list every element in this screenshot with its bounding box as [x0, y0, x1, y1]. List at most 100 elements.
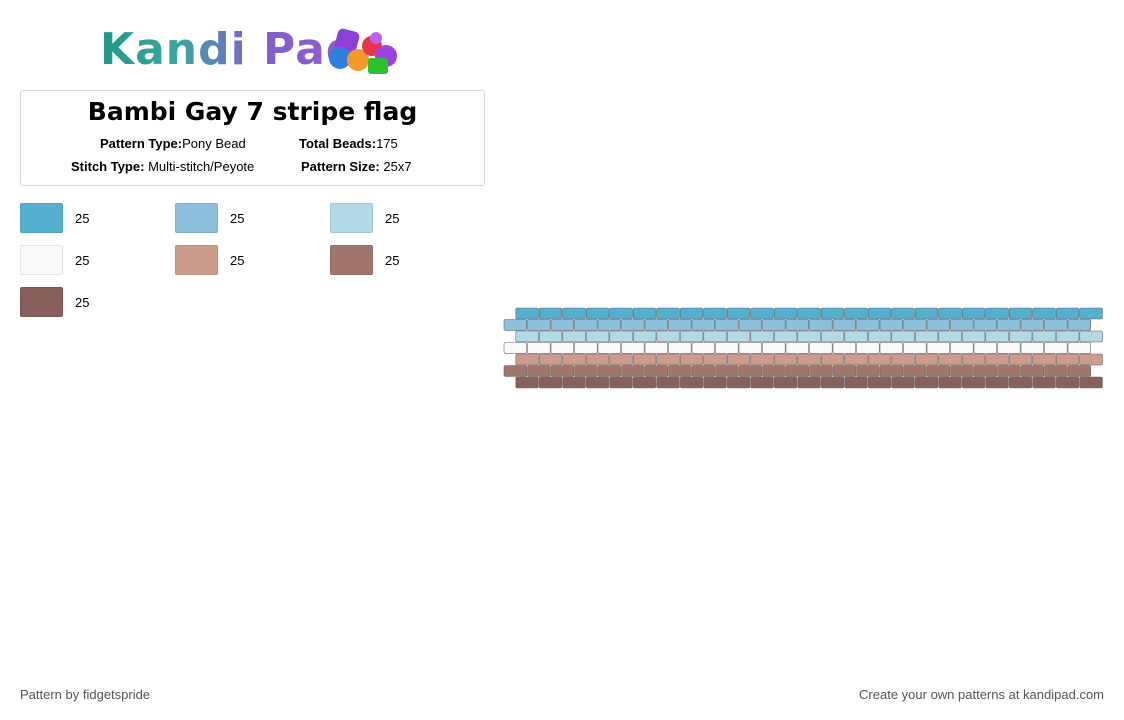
- bead: [621, 342, 645, 354]
- bead: [950, 319, 974, 331]
- bead: [1008, 376, 1033, 389]
- bead: [703, 307, 727, 320]
- bead: [703, 376, 727, 389]
- bead: [632, 307, 657, 320]
- bead: [632, 353, 657, 366]
- bead: [1020, 342, 1045, 354]
- bead: [515, 353, 539, 366]
- bead: [985, 307, 1009, 320]
- bead: [879, 365, 904, 377]
- bead: [879, 342, 904, 354]
- bead: [597, 365, 622, 377]
- bead: [809, 365, 833, 377]
- pattern-type-label: Pattern Type:: [100, 136, 183, 151]
- bead: [738, 365, 763, 377]
- bead: [585, 376, 610, 389]
- bead: [1044, 342, 1068, 354]
- color-count: 25: [230, 211, 245, 226]
- bead: [562, 353, 586, 366]
- bead: [632, 330, 657, 343]
- create-patterns-link[interactable]: Create your own patterns at kandipad.com: [859, 687, 1104, 702]
- bead: [609, 353, 633, 366]
- bead: [820, 353, 845, 366]
- bead: [762, 319, 786, 331]
- bead: [903, 342, 927, 354]
- color-legend-item: 25: [330, 245, 450, 277]
- bead: [609, 376, 633, 389]
- bead: [750, 307, 774, 320]
- bead: [867, 376, 892, 389]
- bead: [797, 307, 821, 320]
- bead: [1079, 376, 1103, 389]
- bead: [762, 365, 786, 377]
- logo-wordmark: Kandi Pad: [100, 24, 359, 75]
- bead: [773, 353, 798, 366]
- bead: [738, 319, 763, 331]
- bead: [938, 307, 962, 320]
- bead: [585, 353, 610, 366]
- bead: [891, 330, 915, 343]
- bead: [574, 342, 598, 354]
- bead: [1008, 330, 1033, 343]
- bead: [726, 330, 751, 343]
- bead: [844, 353, 868, 366]
- bead: [926, 365, 951, 377]
- bead: [574, 319, 598, 331]
- bead: [1067, 365, 1092, 377]
- bead: [726, 353, 751, 366]
- bead: [1008, 307, 1033, 320]
- bead: [985, 353, 1009, 366]
- bead: [679, 307, 704, 320]
- bead: [668, 342, 692, 354]
- bead: [1020, 319, 1045, 331]
- bead: [938, 353, 962, 366]
- bead: [691, 342, 716, 354]
- bead: [1032, 376, 1056, 389]
- color-count: 25: [75, 295, 90, 310]
- bead: [926, 342, 951, 354]
- bead: [985, 376, 1009, 389]
- bead: [797, 330, 821, 343]
- color-count: 25: [230, 253, 245, 268]
- color-legend-item: 25: [175, 245, 295, 277]
- bead: [973, 365, 998, 377]
- bead: [668, 365, 692, 377]
- bead: [1055, 353, 1080, 366]
- bead: [550, 342, 575, 354]
- bead: [574, 365, 598, 377]
- color-swatch: [20, 287, 63, 317]
- bead: [668, 319, 692, 331]
- bead: [644, 365, 669, 377]
- bead: [867, 353, 892, 366]
- bead: [773, 376, 798, 389]
- bead: [997, 319, 1021, 331]
- bead: [891, 376, 915, 389]
- bead: [538, 353, 563, 366]
- bead: [691, 319, 716, 331]
- bead: [1079, 330, 1103, 343]
- pattern-credit: Pattern by fidgetspride: [20, 687, 151, 702]
- bead: [844, 307, 868, 320]
- bead: [938, 330, 962, 343]
- bead: [562, 376, 586, 389]
- bead: [832, 319, 857, 331]
- bead: [832, 365, 857, 377]
- bead: [820, 376, 845, 389]
- bead: [785, 342, 810, 354]
- bead: [679, 330, 704, 343]
- color-swatch: [20, 203, 63, 233]
- bead: [1044, 319, 1068, 331]
- bead: [609, 330, 633, 343]
- bead: [809, 342, 833, 354]
- bead: [726, 376, 751, 389]
- bead: [503, 319, 528, 331]
- bead: [997, 342, 1021, 354]
- bead: [785, 365, 810, 377]
- bead: [844, 376, 868, 389]
- bead: [938, 376, 962, 389]
- color-legend-item: 25: [330, 203, 450, 235]
- color-swatch: [175, 245, 218, 275]
- bead: [1067, 342, 1092, 354]
- color-legend-item: 25: [20, 203, 140, 235]
- bead: [515, 307, 539, 320]
